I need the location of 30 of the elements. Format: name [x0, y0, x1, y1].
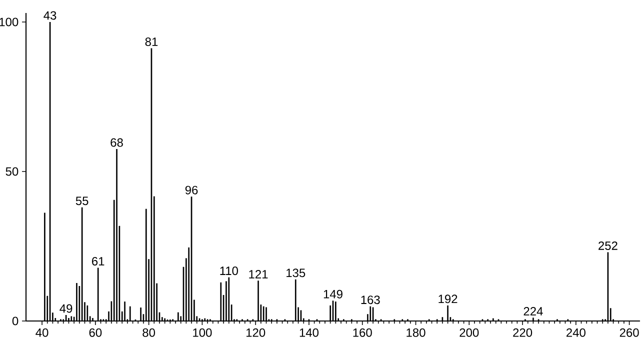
x-tick-label: 240	[566, 328, 586, 337]
x-tick-label: 160	[353, 328, 372, 337]
x-tick-label: 80	[142, 328, 156, 337]
annotation: 149	[324, 290, 342, 298]
annotation: 81	[145, 38, 158, 46]
x-tick-label: 200	[460, 328, 479, 337]
annotation: 49	[60, 304, 72, 313]
annotation: 43	[44, 11, 56, 20]
y-tick-label: 0	[12, 316, 18, 326]
annotation: 135	[286, 268, 306, 278]
annotation: 68	[110, 138, 123, 147]
x-tick-label: 220	[513, 328, 532, 337]
annotation: 110	[220, 266, 238, 276]
annotation: 121	[249, 270, 268, 278]
x-tick-label: 40	[36, 328, 48, 337]
x-tick-label: 180	[406, 328, 426, 337]
annotation: 252	[598, 241, 618, 250]
y-tick-label: 100	[0, 18, 18, 26]
annotation: 61	[92, 256, 104, 266]
x-tick-label: 260	[620, 328, 639, 337]
y-tick-label: 50	[6, 167, 18, 176]
annotation: 224	[524, 307, 543, 316]
x-tick-label: 60	[89, 328, 102, 337]
annotation: 163	[361, 296, 380, 304]
annotation: 55	[76, 196, 88, 206]
x-tick-label: 120	[246, 328, 266, 337]
x-tick-label: 100	[193, 328, 212, 337]
annotation: 192	[438, 294, 458, 304]
annotation: 96	[185, 186, 198, 194]
x-tick-label: 140	[300, 328, 319, 337]
